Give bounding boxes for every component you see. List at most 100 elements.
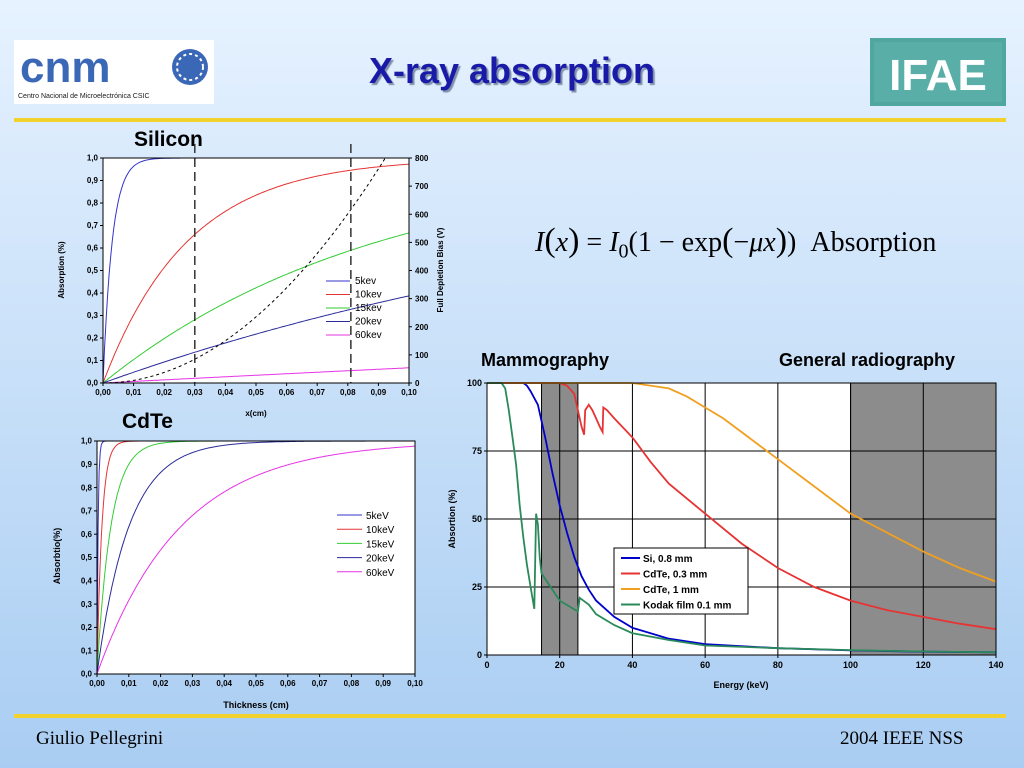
cdte-legend-label: 5keV <box>366 511 389 522</box>
silicon-x-tick-label: 0,08 <box>340 388 356 397</box>
cdte-y-tick-label: 0,2 <box>81 623 93 632</box>
silicon-y-label: Absorption (%) <box>57 241 66 299</box>
cdte-x-tick-label: 0,08 <box>344 679 360 688</box>
footer-author: Giulio Pellegrini <box>36 728 164 749</box>
silicon-series-10kev <box>102 163 410 384</box>
energy-legend-label: Kodak film 0.1 mm <box>643 601 731 612</box>
cdte-y-tick-label: 1,0 <box>81 437 93 446</box>
energy-y-tick-label: 0 <box>477 650 482 660</box>
silicon-x-tick-label: 0,05 <box>248 388 264 397</box>
cdte-legend-label: 15keV <box>366 539 395 550</box>
cnm-logo: cnm Centro Nacional de Microelectrónica … <box>14 40 214 104</box>
cdte-legend-label: 20keV <box>366 554 395 565</box>
silicon-y-tick-label: 0,8 <box>87 199 99 208</box>
cdte-y-tick-label: 0,4 <box>81 576 93 585</box>
silicon-bias-curve <box>103 157 409 384</box>
energy-x-tick-label: 80 <box>773 660 783 670</box>
silicon-x-label: x(cm) <box>245 409 267 418</box>
cdte-y-tick-label: 0,6 <box>81 530 93 539</box>
energy-x-tick-label: 120 <box>916 660 931 670</box>
energy-x-tick-label: 0 <box>484 660 489 670</box>
energy-legend-label: Si, 0.8 mm <box>643 554 693 565</box>
cdte-legend-label: 10keV <box>366 525 395 536</box>
silicon-y2-tick-label: 0 <box>415 379 420 388</box>
silicon-x-tick-label: 0,09 <box>371 388 387 397</box>
ifae-logo-graphic: IFAE <box>874 42 1002 102</box>
silicon-y2-tick-label: 200 <box>415 323 429 332</box>
silicon-series-60kev <box>102 367 410 384</box>
energy-legend-label: CdTe, 1 mm <box>643 585 699 596</box>
cdte-x-tick-label: 0,07 <box>312 679 328 688</box>
cdte-x-tick-label: 0,01 <box>121 679 137 688</box>
cdte-y-tick-label: 0,9 <box>81 460 93 469</box>
cdte-y-tick-label: 0,3 <box>81 600 93 609</box>
energy-legend-label: CdTe, 0.3 mm <box>643 570 707 581</box>
cdte-y-tick-label: 0,8 <box>81 483 93 492</box>
cdte-x-tick-label: 0,05 <box>248 679 264 688</box>
cdte-x-tick-label: 0,02 <box>153 679 169 688</box>
cdte-y-tick-label: 0,7 <box>81 507 93 516</box>
silicon-legend-label: 20kev <box>355 317 382 328</box>
energy-series <box>487 382 997 654</box>
silicon-y-tick-label: 0,3 <box>87 311 99 320</box>
cdte-y-tick-label: 0,0 <box>81 670 93 679</box>
cdte-x-tick-label: 0,06 <box>280 679 296 688</box>
energy-y-label: Absortion (%) <box>447 490 457 549</box>
cnm-logo-text: cnm <box>20 43 110 92</box>
silicon-x-tick-label: 0,04 <box>218 388 234 397</box>
energy-series <box>487 382 997 631</box>
silicon-y2-tick-label: 800 <box>415 154 429 163</box>
silicon-x-tick-label: 0,00 <box>95 388 111 397</box>
cdte-plot-border <box>96 440 416 675</box>
cdte-x-tick-label: 0,00 <box>89 679 105 688</box>
ifae-logo: IFAE <box>870 38 1006 106</box>
silicon-y-tick-label: 0,2 <box>87 334 99 343</box>
energy-y-tick-label: 50 <box>472 514 482 524</box>
energy-x-tick-label: 40 <box>627 660 637 670</box>
silicon-y-tick-label: 0,6 <box>87 244 99 253</box>
silicon-legend-label: 10kev <box>355 290 382 301</box>
silicon-y-tick-label: 0,4 <box>87 289 99 298</box>
energy-x-tick-label: 60 <box>700 660 710 670</box>
ifae-logo-text: IFAE <box>889 51 987 100</box>
silicon-legend-label: 60kev <box>355 330 382 341</box>
energy-plot-border <box>486 382 997 656</box>
energy-x-tick-label: 100 <box>843 660 858 670</box>
silicon-plot-border <box>102 157 410 384</box>
cdte-legend-label: 60keV <box>366 568 395 579</box>
cdte-series-60keV <box>96 445 416 675</box>
silicon-legend-label: 15kev <box>355 303 382 314</box>
page-title: X-ray absorption <box>368 50 656 91</box>
energy-y-tick-label: 75 <box>472 446 482 456</box>
silicon-x-tick-label: 0,06 <box>279 388 295 397</box>
cdte-x-tick-label: 0,03 <box>185 679 201 688</box>
silicon-y2-tick-label: 600 <box>415 210 429 219</box>
energy-x-tick-label: 20 <box>555 660 565 670</box>
silicon-legend-label: 5kev <box>355 276 376 287</box>
energy-y-tick-label: 100 <box>467 378 482 388</box>
cdte-x-label: Thickness (cm) <box>223 700 289 710</box>
silicon-x-tick-label: 0,03 <box>187 388 203 397</box>
silicon-x-tick-label: 0,02 <box>156 388 172 397</box>
silicon-label: Silicon <box>134 128 203 151</box>
mammography-label: Mammography <box>481 350 610 370</box>
cdte-y-label: Absorbtio(%) <box>52 528 62 585</box>
general-radiography-label: General radiography <box>779 350 956 370</box>
silicon-y-tick-label: 0,0 <box>87 379 99 388</box>
silicon-y-tick-label: 0,9 <box>87 176 99 185</box>
silicon-x-tick-label: 0,10 <box>401 388 417 397</box>
energy-series <box>487 382 997 583</box>
silicon-y2-tick-label: 300 <box>415 295 429 304</box>
silicon-series-20kev <box>102 295 410 384</box>
energy-y-tick-label: 25 <box>472 582 482 592</box>
cdte-y-tick-label: 0,1 <box>81 646 93 655</box>
cdte-label: CdTe <box>122 410 173 433</box>
cdte-x-tick-label: 0,09 <box>375 679 391 688</box>
cnm-logo-graphic: cnm Centro Nacional de Microelectrónica … <box>18 43 208 100</box>
silicon-x-tick-label: 0,07 <box>309 388 325 397</box>
silicon-y2-label: Full Depletion Bias (V) <box>436 227 445 312</box>
header-rule <box>14 118 1006 122</box>
silicon-y2-tick-label: 700 <box>415 182 429 191</box>
energy-x-label: Energy (keV) <box>713 680 768 690</box>
